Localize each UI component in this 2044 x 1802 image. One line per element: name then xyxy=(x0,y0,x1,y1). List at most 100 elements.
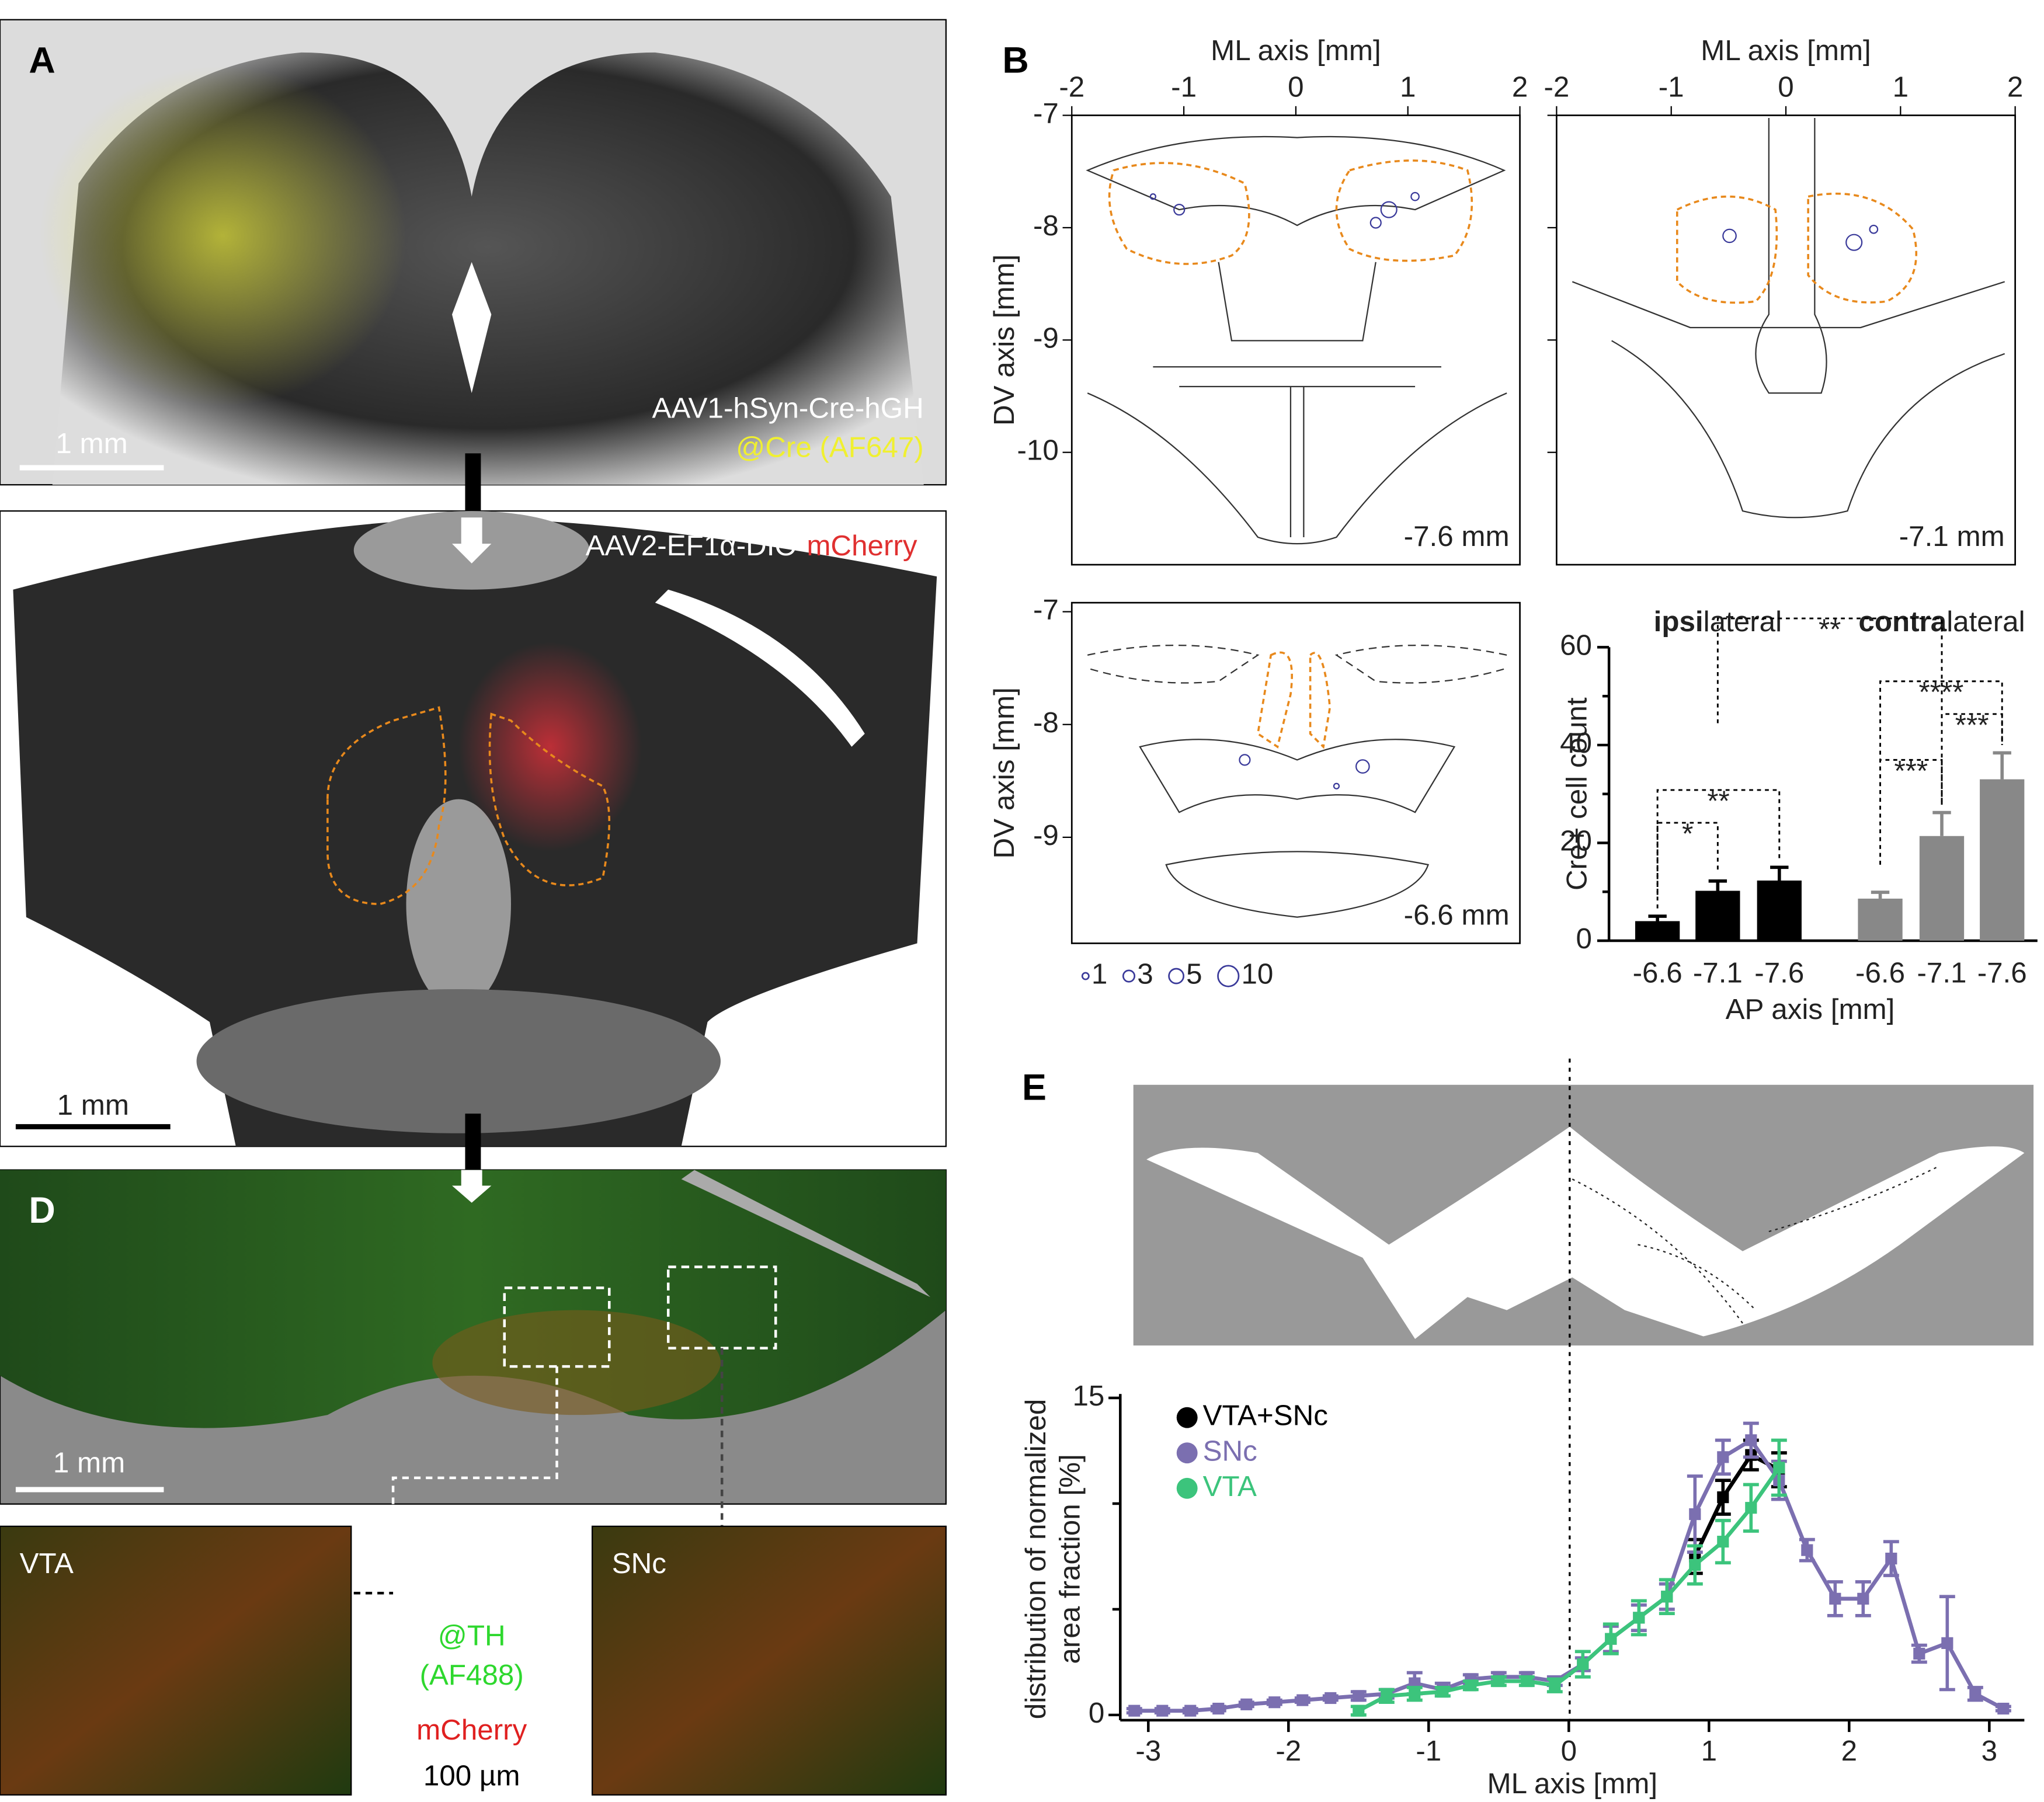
marker xyxy=(1184,1704,1197,1717)
x-tick-label: -2 xyxy=(1275,1735,1301,1767)
x-tick-label: 1 xyxy=(1400,71,1416,103)
atlas-outline xyxy=(1086,118,2005,918)
legend-marker xyxy=(1176,1407,1198,1428)
marker xyxy=(1493,1675,1505,1688)
marker xyxy=(1689,1508,1701,1521)
x-axis-label: ML axis [mm] xyxy=(1211,34,1381,67)
marker xyxy=(1156,1704,1169,1717)
x-tick-label: 2 xyxy=(2007,71,2023,103)
group-title: contralateral xyxy=(1858,606,2025,638)
significance-label: *** xyxy=(1955,709,1989,741)
marker xyxy=(1296,1694,1309,1706)
x-tick-label: -1 xyxy=(1659,71,1684,103)
arrow xyxy=(465,1114,481,1170)
marker xyxy=(1885,1552,1897,1565)
marker xyxy=(1240,1698,1253,1710)
group-title-part: ipsi xyxy=(1654,606,1704,638)
marker xyxy=(1437,1686,1449,1698)
y-tick-label: -7 xyxy=(1033,594,1059,626)
channel-legend: @TH xyxy=(438,1620,506,1652)
panel-a-image xyxy=(0,19,947,486)
significance-bracket xyxy=(1879,680,2003,787)
section-label: -7.1 mm xyxy=(1899,520,2005,552)
marker xyxy=(1605,1633,1617,1645)
marker xyxy=(1689,1559,1701,1571)
panel-label: E xyxy=(1022,1067,1047,1108)
marker xyxy=(1353,1690,1365,1702)
x-tick-label: 0 xyxy=(1288,71,1303,103)
y-axis-label: area fraction [%] xyxy=(1054,1454,1086,1664)
size-key-label: 1 xyxy=(1091,958,1107,990)
x-axis-label: ML axis [mm] xyxy=(1701,34,1871,67)
x-tick-label: -6.6 xyxy=(1633,956,1683,989)
marker xyxy=(1549,1679,1561,1692)
scale-bar-label: 1 mm xyxy=(57,1089,129,1121)
y-tick-label: 60 xyxy=(1560,629,1592,661)
bar xyxy=(1757,880,1802,941)
size-key-label: 10 xyxy=(1241,958,1273,990)
y-tick-label: -9 xyxy=(1033,322,1059,354)
significance-bracket xyxy=(1656,822,1719,909)
size-key-marker xyxy=(1168,968,1185,985)
marker xyxy=(1465,1679,1477,1692)
x-tick-label: 1 xyxy=(1701,1735,1717,1767)
significance-bracket xyxy=(1941,713,2003,805)
channel-legend: mCherry xyxy=(416,1714,527,1746)
marker xyxy=(1268,1696,1281,1709)
size-key-marker xyxy=(1081,972,1090,980)
significance-label: *** xyxy=(1894,755,1928,787)
marker xyxy=(1128,1704,1141,1717)
bar xyxy=(1980,779,2025,941)
bar xyxy=(1919,836,1965,941)
marker xyxy=(1717,1536,1729,1548)
x-tick-label: -7.1 xyxy=(1917,956,1966,989)
inset-snc-image xyxy=(591,1525,947,1796)
panel-label: C xyxy=(29,538,55,579)
y-tick-label: -10 xyxy=(1017,434,1058,467)
x-tick-label: -6.6 xyxy=(1855,956,1905,989)
x-tick-label: 2 xyxy=(1841,1735,1857,1767)
marker xyxy=(1633,1612,1645,1624)
marker xyxy=(1773,1462,1785,1474)
scale-bar-label: 1 mm xyxy=(53,1446,125,1479)
inset-label: SNc xyxy=(612,1547,666,1580)
size-key-label: 5 xyxy=(1186,958,1202,990)
caption-part: AAV2-EF1α-DIO- xyxy=(586,530,807,562)
channel-legend: 100 µm xyxy=(423,1760,520,1792)
legend-label: VTA xyxy=(1203,1470,1257,1502)
y-tick-label: 20 xyxy=(1560,825,1592,857)
x-tick-label: -7.1 xyxy=(1693,956,1743,989)
marker xyxy=(1829,1592,1841,1605)
atlas-frame xyxy=(1556,114,2016,566)
inset-vta-image xyxy=(0,1525,352,1796)
legend-marker xyxy=(1176,1477,1198,1499)
channel-legend: (AF488) xyxy=(420,1659,524,1691)
panel-label: D xyxy=(29,1190,55,1231)
marker xyxy=(1577,1658,1589,1671)
image-caption: AAV2-EF1α-DIO-mCherry xyxy=(586,530,917,562)
panel-label: B xyxy=(1002,40,1028,81)
image-caption: AAV1-hSyn-Cre-hGH xyxy=(652,392,923,424)
legend-label: VTA+SNc xyxy=(1203,1400,1328,1432)
bar xyxy=(1858,898,1903,941)
series-line xyxy=(1693,1452,1780,1557)
x-tick-label: -1 xyxy=(1416,1735,1441,1767)
marker xyxy=(1941,1637,1953,1649)
marker xyxy=(1745,1502,1757,1514)
arrow xyxy=(465,453,481,512)
caption-part: mCherry xyxy=(807,530,917,562)
y-tick-label: 15 xyxy=(1072,1380,1104,1412)
group-title-part: contra xyxy=(1858,606,1946,638)
x-tick-label: -2 xyxy=(1544,71,1569,103)
x-tick-label: 1 xyxy=(1893,71,1909,103)
panel-d-image xyxy=(0,1169,947,1595)
group-title-part: lateral xyxy=(1946,606,2025,638)
image-caption: @Cre (AF647) xyxy=(736,432,924,464)
legend-label: SNc xyxy=(1203,1435,1257,1467)
legend-marker xyxy=(1176,1442,1198,1464)
y-axis-label: DV axis [mm] xyxy=(988,687,1020,858)
bar xyxy=(1635,921,1680,941)
x-axis-label: AP axis [mm] xyxy=(1726,993,1895,1025)
panel-e-image xyxy=(1133,1084,2034,1346)
section-label: -7.6 mm xyxy=(1404,520,1510,552)
